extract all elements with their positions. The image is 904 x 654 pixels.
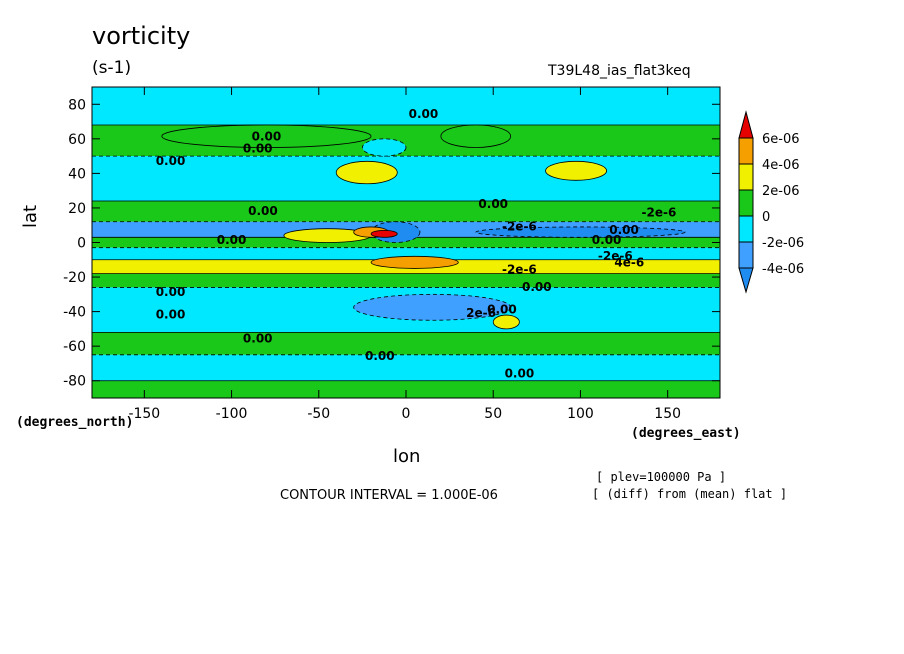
y-tick-label: 20 bbox=[68, 201, 86, 217]
colorbar-arrow-top bbox=[738, 110, 754, 139]
y-tick-label: -60 bbox=[63, 339, 86, 355]
contour-label: 0.00 bbox=[156, 154, 186, 168]
vorticity-band-5 bbox=[92, 237, 720, 248]
colorbar-arrow-bottom bbox=[738, 267, 754, 294]
colorbar: 6e-06 4e-06 2e-06 0 -2e-06 -4e-06 bbox=[738, 110, 804, 294]
y-axis-units: (degrees_north) bbox=[16, 415, 134, 430]
plev-note: [ plev=100000 Pa ] bbox=[596, 470, 727, 484]
vorticity-band-8 bbox=[92, 273, 720, 288]
vorticity-band-12 bbox=[92, 380, 720, 398]
vorticity-feature-1 bbox=[440, 124, 512, 148]
vorticity-feature-4 bbox=[545, 160, 608, 181]
contour-label: 0.00 bbox=[409, 107, 439, 121]
colorbar-segment bbox=[738, 137, 754, 165]
x-tick-label: 50 bbox=[484, 406, 502, 422]
y-tick-label: 80 bbox=[68, 97, 86, 113]
colorbar-segment bbox=[738, 241, 754, 269]
vorticity-feature-11 bbox=[353, 293, 512, 321]
colorbar-label: 4e-06 bbox=[762, 158, 800, 173]
contour-label: 0.00 bbox=[243, 142, 273, 156]
contour-label: -2e-6 bbox=[502, 263, 537, 277]
x-tick-label: 150 bbox=[654, 406, 681, 422]
contour-label: 0.00 bbox=[156, 285, 186, 299]
contour-interval: CONTOUR INTERVAL = 1.000E-06 bbox=[280, 488, 498, 503]
vorticity-band-11 bbox=[92, 354, 720, 381]
vorticity-band-3 bbox=[92, 201, 720, 222]
contour-label: 4e-6 bbox=[614, 256, 644, 270]
contour-label: 0.00 bbox=[365, 349, 395, 363]
colorbar-segment bbox=[738, 189, 754, 217]
x-tick-label: -100 bbox=[216, 406, 248, 422]
colorbar-label: -4e-06 bbox=[762, 262, 804, 277]
contour-label: -2e-6 bbox=[502, 219, 537, 233]
contour-label: 0.00 bbox=[487, 302, 517, 316]
vorticity-feature-2 bbox=[361, 138, 407, 157]
colorbar-label: 2e-06 bbox=[762, 184, 800, 199]
vorticity-feature-12 bbox=[492, 314, 520, 330]
colorbar-segment bbox=[738, 215, 754, 243]
contour-label: 0.00 bbox=[156, 308, 186, 322]
contour-label: 0.00 bbox=[592, 233, 622, 247]
chart-units: (s-1) bbox=[92, 58, 132, 78]
x-axis-label: lon bbox=[393, 446, 421, 467]
run-id: T39L48_ias_flat3keq bbox=[548, 63, 691, 79]
y-tick-label: 40 bbox=[68, 166, 86, 182]
x-tick-label: -50 bbox=[307, 406, 330, 422]
diff-note: [ (diff) from (mean) flat ] bbox=[592, 487, 788, 501]
vorticity-feature-3 bbox=[335, 160, 398, 185]
chart-title: vorticity bbox=[92, 22, 191, 50]
colorbar-label: 0 bbox=[762, 210, 770, 225]
x-tick-label: 0 bbox=[402, 406, 411, 422]
contour-label: 0.00 bbox=[478, 197, 508, 211]
contour-label: 0.00 bbox=[248, 204, 278, 218]
x-tick-label: -150 bbox=[128, 406, 160, 422]
vorticity-feature-9 bbox=[475, 226, 686, 238]
x-tick-label: 100 bbox=[567, 406, 594, 422]
contour-label: -2e-6 bbox=[642, 206, 677, 220]
colorbar-label: 6e-06 bbox=[762, 132, 800, 147]
vorticity-feature-0 bbox=[161, 124, 372, 148]
y-tick-label: -80 bbox=[63, 374, 86, 390]
vorticity-band-2 bbox=[92, 156, 720, 202]
contour-label: 0.00 bbox=[243, 332, 273, 346]
y-tick-label: -20 bbox=[63, 270, 86, 286]
y-tick-label: 0 bbox=[77, 236, 86, 252]
contour-label: 0.00 bbox=[609, 223, 639, 237]
vorticity-band-10 bbox=[92, 332, 720, 355]
contour-label: 0.00 bbox=[217, 233, 247, 247]
colorbar-segment bbox=[738, 163, 754, 191]
y-tick-label: -40 bbox=[63, 305, 86, 321]
contour-label: 0.00 bbox=[252, 130, 282, 144]
vorticity-feature-8 bbox=[370, 230, 398, 238]
colorbar-label: -2e-06 bbox=[762, 236, 804, 251]
contour-label: 0.00 bbox=[522, 280, 552, 294]
x-axis-units: (degrees_east) bbox=[631, 426, 741, 441]
contour-label: 2e-6 bbox=[466, 306, 496, 320]
contour-label: 0.00 bbox=[505, 366, 535, 380]
vorticity-feature-10 bbox=[370, 255, 459, 269]
y-tick-label: 60 bbox=[68, 132, 86, 148]
vorticity-band-6 bbox=[92, 247, 720, 260]
contour-label: -2e-6 bbox=[598, 249, 633, 263]
